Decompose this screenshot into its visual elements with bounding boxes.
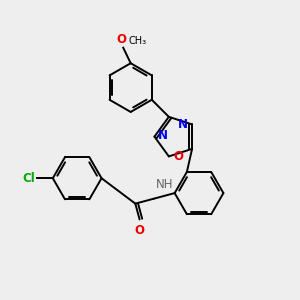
Text: O: O <box>135 224 145 237</box>
Text: O: O <box>116 33 126 46</box>
Text: O: O <box>173 150 183 163</box>
Text: Cl: Cl <box>22 172 35 185</box>
Text: NH: NH <box>156 178 173 191</box>
Text: N: N <box>158 129 168 142</box>
Text: CH₃: CH₃ <box>129 36 147 46</box>
Text: N: N <box>178 118 188 131</box>
